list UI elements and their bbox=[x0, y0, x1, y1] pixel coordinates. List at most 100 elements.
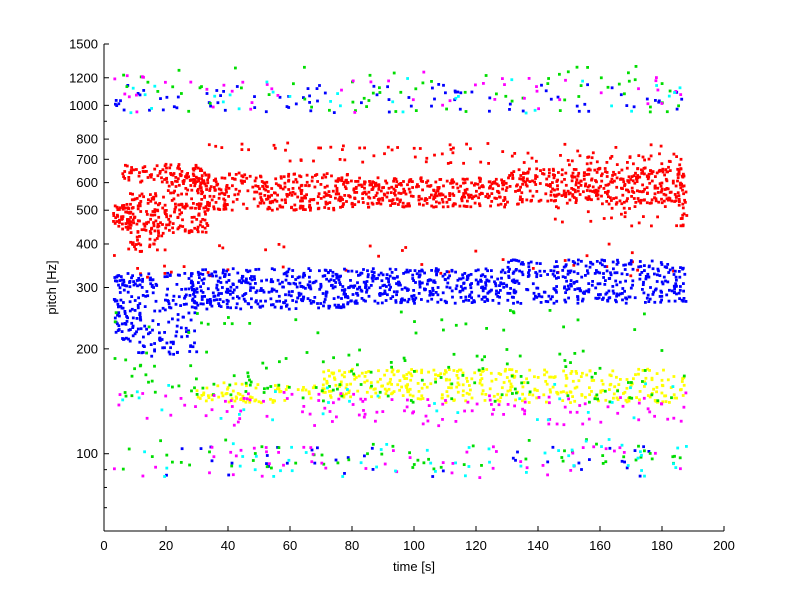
data-point bbox=[611, 289, 615, 293]
data-point bbox=[514, 398, 517, 402]
data-point bbox=[642, 291, 646, 295]
data-point bbox=[521, 399, 524, 403]
data-point bbox=[207, 396, 211, 400]
data-point bbox=[604, 183, 608, 187]
data-point bbox=[204, 414, 208, 418]
data-point bbox=[646, 177, 650, 181]
data-point bbox=[362, 268, 365, 271]
data-point bbox=[496, 203, 500, 207]
data-point bbox=[365, 390, 369, 394]
data-point bbox=[650, 457, 654, 461]
data-point bbox=[648, 369, 651, 372]
data-point bbox=[166, 275, 169, 278]
data-point bbox=[463, 181, 467, 185]
data-point bbox=[212, 207, 216, 211]
data-point bbox=[527, 261, 531, 265]
data-point bbox=[121, 172, 125, 176]
data-point bbox=[262, 399, 265, 403]
data-point bbox=[300, 192, 303, 196]
data-point bbox=[265, 462, 268, 465]
data-point bbox=[480, 392, 484, 396]
data-point bbox=[203, 210, 207, 214]
data-point bbox=[367, 99, 371, 102]
data-point bbox=[164, 162, 168, 166]
data-point bbox=[613, 271, 617, 275]
data-point bbox=[235, 302, 239, 306]
data-point bbox=[367, 294, 371, 298]
data-point bbox=[510, 374, 514, 378]
data-point bbox=[627, 381, 630, 384]
data-point bbox=[200, 298, 204, 301]
data-point bbox=[546, 473, 549, 477]
data-point bbox=[566, 394, 570, 398]
data-point bbox=[178, 212, 182, 216]
data-point bbox=[572, 263, 576, 267]
data-point bbox=[425, 202, 429, 205]
data-point bbox=[414, 109, 418, 112]
data-point bbox=[448, 274, 451, 278]
data-point bbox=[331, 372, 335, 376]
data-point bbox=[495, 289, 498, 293]
data-point bbox=[181, 218, 184, 222]
data-point bbox=[650, 198, 654, 202]
data-point bbox=[589, 219, 593, 223]
data-point bbox=[145, 290, 149, 293]
data-point bbox=[183, 272, 187, 275]
data-point bbox=[480, 383, 484, 387]
data-point bbox=[120, 217, 124, 221]
data-point bbox=[655, 84, 658, 87]
data-point bbox=[554, 199, 557, 202]
data-point bbox=[369, 182, 373, 186]
data-point bbox=[143, 165, 147, 168]
data-point bbox=[476, 182, 480, 186]
data-point bbox=[576, 295, 580, 299]
data-point bbox=[501, 150, 505, 153]
data-point bbox=[598, 282, 602, 286]
data-point bbox=[380, 452, 384, 456]
data-point bbox=[406, 383, 409, 386]
data-point bbox=[135, 317, 139, 320]
data-point bbox=[393, 192, 396, 195]
data-point bbox=[376, 176, 380, 180]
data-point bbox=[329, 100, 332, 103]
data-point bbox=[679, 157, 683, 161]
data-point bbox=[199, 289, 203, 293]
data-point bbox=[403, 286, 407, 290]
data-point bbox=[209, 104, 212, 108]
data-point bbox=[568, 271, 572, 274]
data-point bbox=[538, 269, 542, 273]
data-point bbox=[301, 275, 305, 279]
data-point bbox=[118, 393, 122, 396]
data-point bbox=[182, 182, 185, 185]
data-point bbox=[148, 331, 152, 334]
data-point bbox=[448, 378, 451, 382]
data-point bbox=[598, 271, 602, 275]
data-point bbox=[360, 289, 364, 293]
data-point bbox=[221, 300, 225, 304]
data-point bbox=[660, 349, 664, 352]
data-point bbox=[248, 395, 252, 399]
data-point bbox=[604, 447, 608, 451]
data-point bbox=[679, 285, 682, 288]
data-point bbox=[672, 462, 675, 466]
data-point bbox=[413, 370, 416, 373]
data-point bbox=[601, 298, 604, 301]
data-point bbox=[623, 215, 627, 219]
data-point bbox=[346, 295, 349, 298]
data-point bbox=[545, 382, 549, 386]
data-point bbox=[327, 306, 331, 310]
data-point bbox=[167, 320, 171, 324]
data-point bbox=[521, 182, 524, 186]
data-point bbox=[148, 237, 152, 241]
data-point bbox=[395, 293, 398, 297]
data-point bbox=[337, 178, 341, 182]
data-point bbox=[362, 415, 366, 419]
data-point bbox=[302, 196, 306, 200]
data-point bbox=[595, 442, 598, 446]
data-point bbox=[419, 397, 423, 401]
data-point bbox=[171, 222, 175, 225]
data-point bbox=[121, 222, 124, 226]
data-point bbox=[367, 190, 371, 194]
data-point bbox=[256, 383, 260, 386]
data-point bbox=[127, 225, 130, 229]
